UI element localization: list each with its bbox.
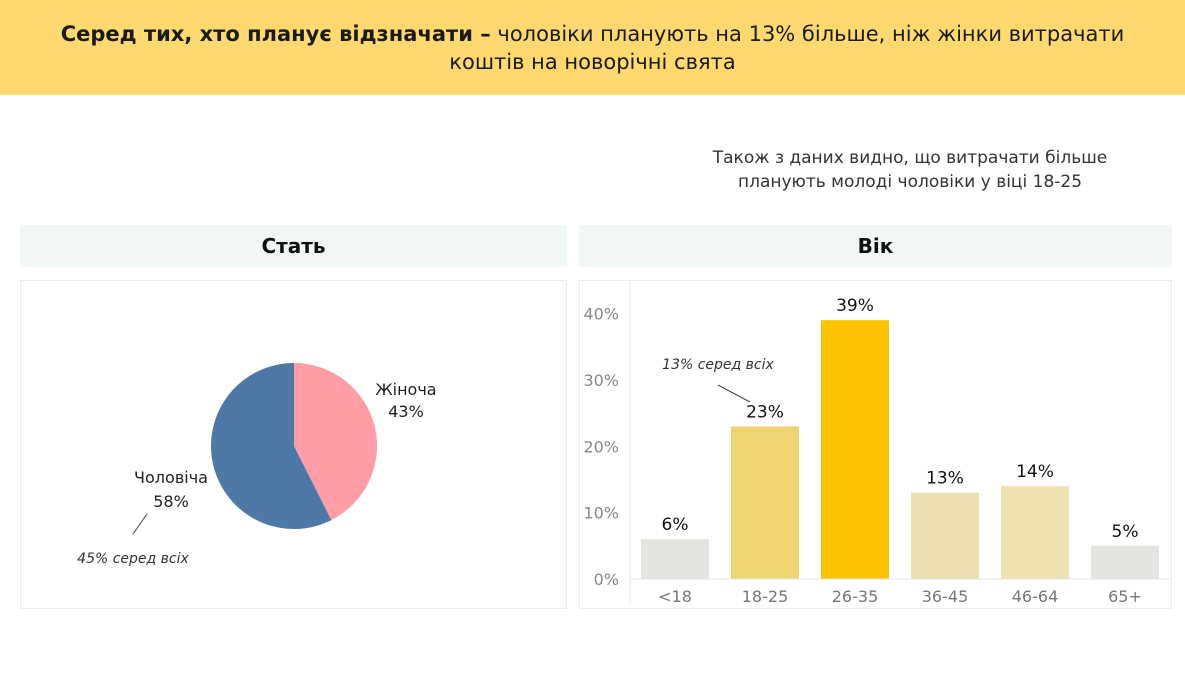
y-tick-label: 0% [594,570,619,589]
y-tick-label: 10% [583,504,619,523]
y-tick-label: 30% [583,371,619,390]
page-title: Серед тих, хто планує відзначати – чолов… [30,20,1155,76]
x-tick-label: 18-25 [742,587,789,606]
title-bold: Серед тих, хто планує відзначати – [60,21,491,46]
bar-value-label: 6% [662,515,689,535]
insight-note-line2: планують молоді чоловіки у віці 18-25 [737,172,1083,192]
insight-note: Також з даних видно, що витрачати більше… [660,146,1160,194]
pie-label-male: Чоловіча [134,468,208,487]
bar-annotation: 13% серед всіх [662,357,774,373]
x-tick-label: 46-64 [1012,587,1059,606]
x-tick-label: 26-35 [832,587,879,606]
age-panel-header: Вік [579,225,1172,267]
pie-value-female: 43% [388,402,424,421]
bar-value-label: 23% [746,402,784,422]
age-bar-chart: 0% 10% 20% 30% 40% 6% 23% 39% 13% 14% 5% <18 18-25… [583,281,1170,606]
x-tick-label: <18 [658,587,692,606]
insight-note-line1: Також з даних видно, що витрачати більше [712,148,1108,168]
bar-26-35 [821,320,889,579]
pie-annotation-leader [132,513,148,535]
y-tick-label: 40% [583,305,619,324]
gender-panel: Жіноча 43% Чоловіча 58% 45% серед всіх [20,280,567,609]
pie-slice-male [210,363,332,529]
bar-36-45 [911,492,979,579]
bar-value-label: 14% [1016,462,1054,482]
title-banner: Серед тих, хто планує відзначати – чолов… [0,0,1185,95]
age-panel: 0% 10% 20% 30% 40% 6% 23% 39% 13% 14% 5% <18 18-25… [579,280,1172,609]
bar-annotation-leader [717,384,751,403]
x-tick-label: 36-45 [922,587,969,606]
pie-annotation: 45% серед всіх [77,551,189,567]
bar-<18 [641,539,709,579]
title-rest: чоловіки планують на 13% більше, ніж жін… [449,21,1125,74]
bar-value-label: 5% [1112,522,1139,542]
bar-65+ [1091,545,1159,579]
pie-value-male: 58% [153,492,189,511]
gender-panel-header: Стать [20,225,567,267]
pie-slice-female [294,363,377,521]
pie-label-female: Жіноча [375,380,436,399]
x-tick-label: 65+ [1108,587,1142,606]
bar-value-label: 13% [926,469,964,489]
gender-pie-chart: Жіноча 43% Чоловіча 58% 45% серед всіх [77,363,437,567]
bar-value-label: 39% [836,296,874,316]
bar-46-64 [1001,486,1069,579]
y-tick-label: 20% [583,437,619,456]
bar-18-25 [731,426,799,579]
